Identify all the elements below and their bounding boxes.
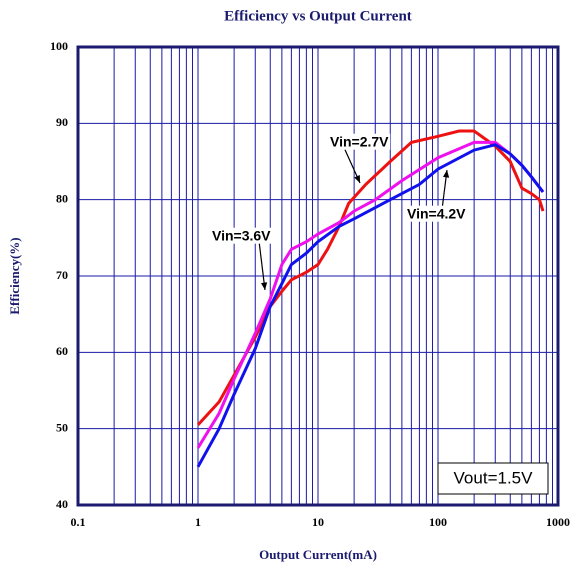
x-tick-label: 10 [312, 515, 324, 529]
y-tick-label: 40 [56, 497, 68, 511]
plot-frame [76, 45, 560, 507]
arrow-head [442, 170, 450, 178]
annotation-text: Vin=4.2V [407, 206, 466, 222]
series-line [196, 143, 545, 468]
y-tick-label: 90 [56, 115, 68, 129]
series-line [196, 140, 545, 449]
x-tick-label: 0.1 [71, 515, 86, 529]
annotation-bg [329, 133, 391, 150]
arrow-head [354, 175, 360, 183]
annotation-text: Vin=3.6V [212, 228, 271, 244]
annotation-text: Vout=1.5V [454, 468, 534, 487]
y-tick-label: 60 [56, 344, 68, 358]
x-axis-label: Output Current(mA) [259, 547, 377, 562]
annotation-bg [406, 205, 468, 222]
y-tick-label: 50 [56, 420, 68, 434]
annotation-bg [211, 227, 273, 244]
chart-title: Efficiency vs Output Current [224, 8, 412, 24]
series-line [196, 129, 545, 426]
y-tick-label: 80 [56, 191, 68, 205]
x-tick-label: 100 [429, 515, 447, 529]
annotation-text: Vin=2.7V [330, 134, 389, 150]
y-axis-label: Efficiency(%) [7, 237, 22, 314]
x-tick-label: 1 [195, 515, 201, 529]
y-tick-label: 100 [50, 39, 68, 53]
y-tick-label: 70 [56, 268, 68, 282]
annotation-arrow [258, 243, 266, 291]
arrow-head [261, 282, 268, 290]
annotation-box [437, 462, 549, 495]
x-tick-label: 1000 [546, 515, 570, 529]
